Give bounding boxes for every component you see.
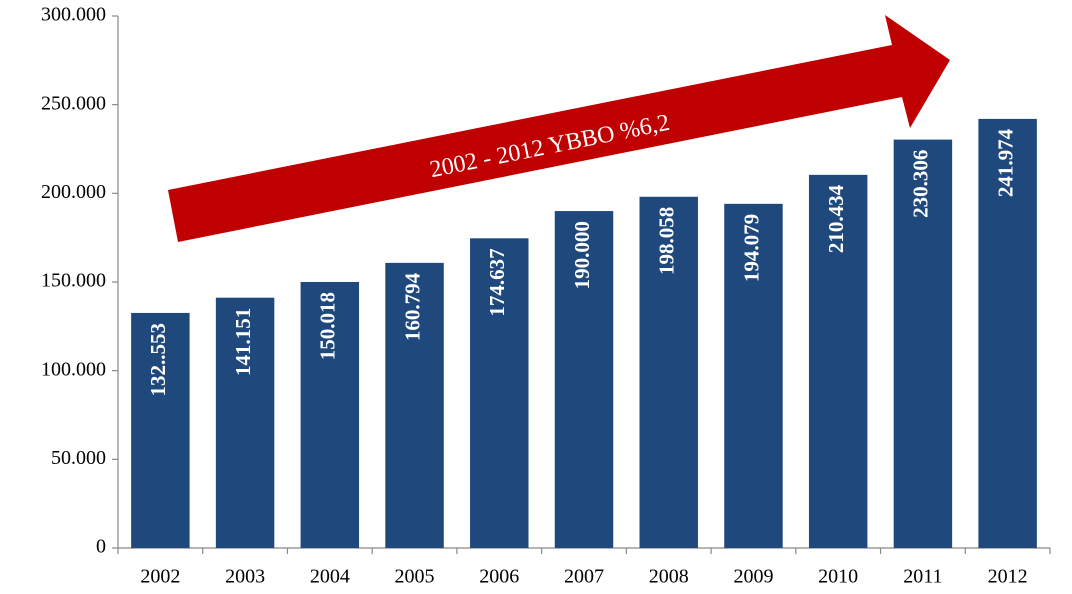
value-label: 190.000 [570,221,594,289]
bar [978,118,1037,548]
x-tick-label: 2005 [395,566,435,588]
bar [385,262,444,548]
trend-arrow [168,15,950,242]
x-tick-label: 2010 [818,566,858,588]
y-tick-label: 250.000 [41,92,106,114]
value-label: 194.079 [739,214,763,282]
x-tick-label: 2008 [649,566,689,588]
x-tick-label: 2009 [733,566,773,588]
y-tick-label: 0 [96,536,106,558]
value-label: 174.637 [485,248,509,316]
value-label: 210.434 [824,184,848,253]
x-tick-label: 2011 [903,566,942,588]
bar [215,297,275,548]
bar [639,196,698,548]
y-tick-label: 150.000 [41,270,106,292]
y-tick-label: 300.000 [41,4,106,26]
bar [554,211,614,549]
bar [470,238,529,549]
x-tick-label: 2006 [479,566,519,588]
bar [808,174,868,548]
x-tick-label: 2004 [310,566,350,588]
bar [300,281,360,548]
y-tick-label: 200.000 [41,181,106,203]
value-label: 132..553 [146,323,170,397]
bar [131,312,190,548]
bar [724,203,783,548]
value-label: 141.151 [231,308,255,376]
x-tick-label: 2012 [988,566,1028,588]
value-label: 198.058 [655,207,679,275]
x-tick-label: 2007 [564,566,604,588]
value-label: 160.794 [400,272,424,341]
value-label: 230.306 [909,150,933,218]
y-tick-label: 100.000 [41,358,106,380]
bar [893,139,953,548]
x-tick-label: 2002 [140,566,180,588]
value-label: 150.018 [316,292,340,360]
value-label: 241.974 [993,128,1017,197]
x-tick-label: 2003 [225,566,265,588]
y-tick-label: 50.000 [51,447,106,469]
